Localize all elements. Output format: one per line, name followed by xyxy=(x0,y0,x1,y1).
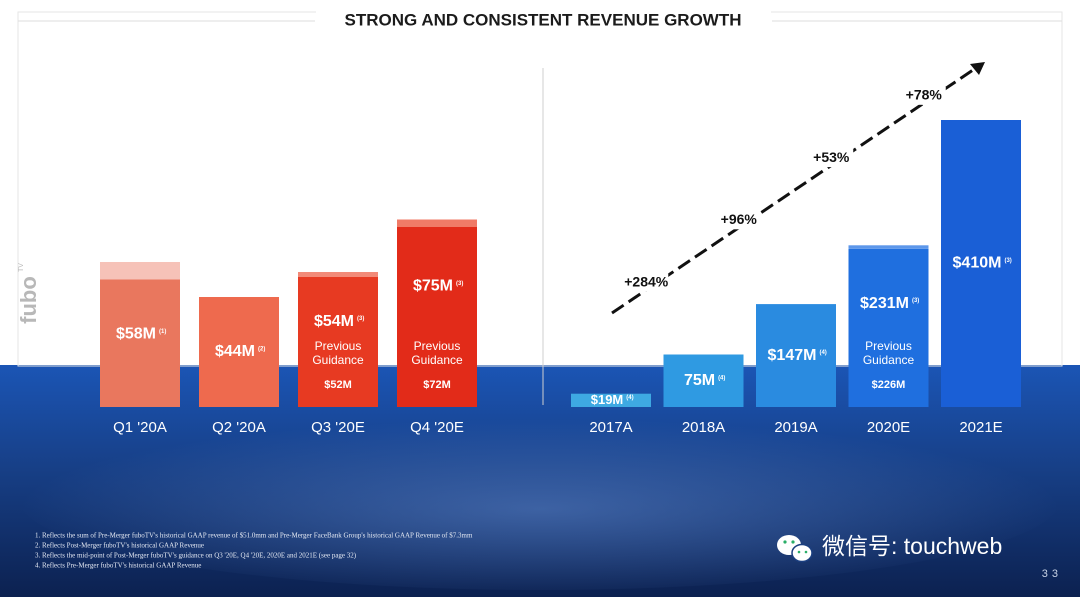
bar-cap xyxy=(848,245,929,249)
value-label: $75M xyxy=(413,278,453,295)
value-note: (1) xyxy=(159,329,166,335)
value-label: 75M xyxy=(684,372,715,389)
growth-label-backdrop xyxy=(624,273,669,292)
value-label: $410M xyxy=(953,255,1002,272)
x-tick-label: 2017A xyxy=(589,419,632,436)
value-note: (3) xyxy=(1004,258,1011,264)
x-tick-label: 2019A xyxy=(774,419,817,436)
value-label: $58M xyxy=(116,326,156,343)
x-tick-label: Q2 '20A xyxy=(212,419,266,436)
growth-label: +96% xyxy=(721,211,758,227)
x-tick-label: 2021E xyxy=(959,419,1002,436)
footnote: 2. Reflects Post-Merger fuboTV's histori… xyxy=(35,542,204,550)
growth-label-backdrop xyxy=(716,211,761,230)
value-label: $44M xyxy=(215,343,255,360)
value-label: $231M xyxy=(860,295,909,312)
x-tick-label: 2018A xyxy=(682,419,725,436)
bar-base xyxy=(397,227,477,407)
bar xyxy=(199,297,279,407)
value-note: (4) xyxy=(718,375,725,381)
bar-cap xyxy=(100,262,180,280)
guidance-note: Previous Guidance xyxy=(863,339,915,367)
x-tick-label: Q1 '20A xyxy=(113,419,167,436)
guidance-note: Previous Guidance xyxy=(312,339,364,367)
title-backdrop xyxy=(316,8,771,34)
bar-base xyxy=(298,277,378,407)
growth-label-backdrop xyxy=(809,149,854,168)
logo: fubo TV xyxy=(16,263,41,324)
value-note: (2) xyxy=(258,347,265,353)
value-label: $54M xyxy=(314,313,354,330)
guidance-value: $72M xyxy=(423,379,451,391)
growth-arrow xyxy=(611,64,980,315)
value-label: $147M xyxy=(768,347,817,364)
value-note: (4) xyxy=(626,395,633,401)
value-label: $19M xyxy=(591,392,624,407)
x-tick-label: 2020E xyxy=(867,419,910,436)
value-note: (3) xyxy=(357,316,364,322)
growth-label-backdrop xyxy=(901,86,946,105)
value-note: (4) xyxy=(819,350,826,356)
growth-label: +284% xyxy=(624,273,669,289)
bar-base xyxy=(100,279,180,407)
x-tick-label: Q4 '20E xyxy=(410,419,464,436)
growth-label: +78% xyxy=(906,87,943,103)
footnote: 1. Reflects the sum of Pre-Merger fuboTV… xyxy=(35,532,473,540)
growth-label: +53% xyxy=(813,149,850,165)
bar xyxy=(663,354,744,407)
value-note: (3) xyxy=(912,298,919,304)
bar-cap xyxy=(397,219,477,227)
bar xyxy=(941,120,1021,407)
logo-name: fubo xyxy=(16,276,41,324)
growth-arrowhead xyxy=(970,62,985,75)
value-note: (3) xyxy=(456,281,463,287)
bar-cap xyxy=(298,272,378,277)
page-number: 33 xyxy=(1042,568,1062,580)
guidance-note: Previous Guidance xyxy=(411,339,463,367)
bar-base xyxy=(848,248,929,407)
guidance-value: $226M xyxy=(872,379,906,391)
guidance-value: $52M xyxy=(324,379,352,391)
slide-title: STRONG AND CONSISTENT REVENUE GROWTH xyxy=(345,10,742,29)
x-tick-label: Q3 '20E xyxy=(311,419,365,436)
watermark: 微信号: touchweb xyxy=(822,533,1002,559)
bar xyxy=(756,304,836,407)
footnote: 3. Reflects the mid-point of Post-Merger… xyxy=(35,552,357,560)
bar xyxy=(571,393,651,407)
logo-suffix: TV xyxy=(18,263,25,272)
wechat-icon xyxy=(777,535,813,563)
footnote: 4. Reflects Pre-Merger fuboTV's historic… xyxy=(35,562,201,570)
